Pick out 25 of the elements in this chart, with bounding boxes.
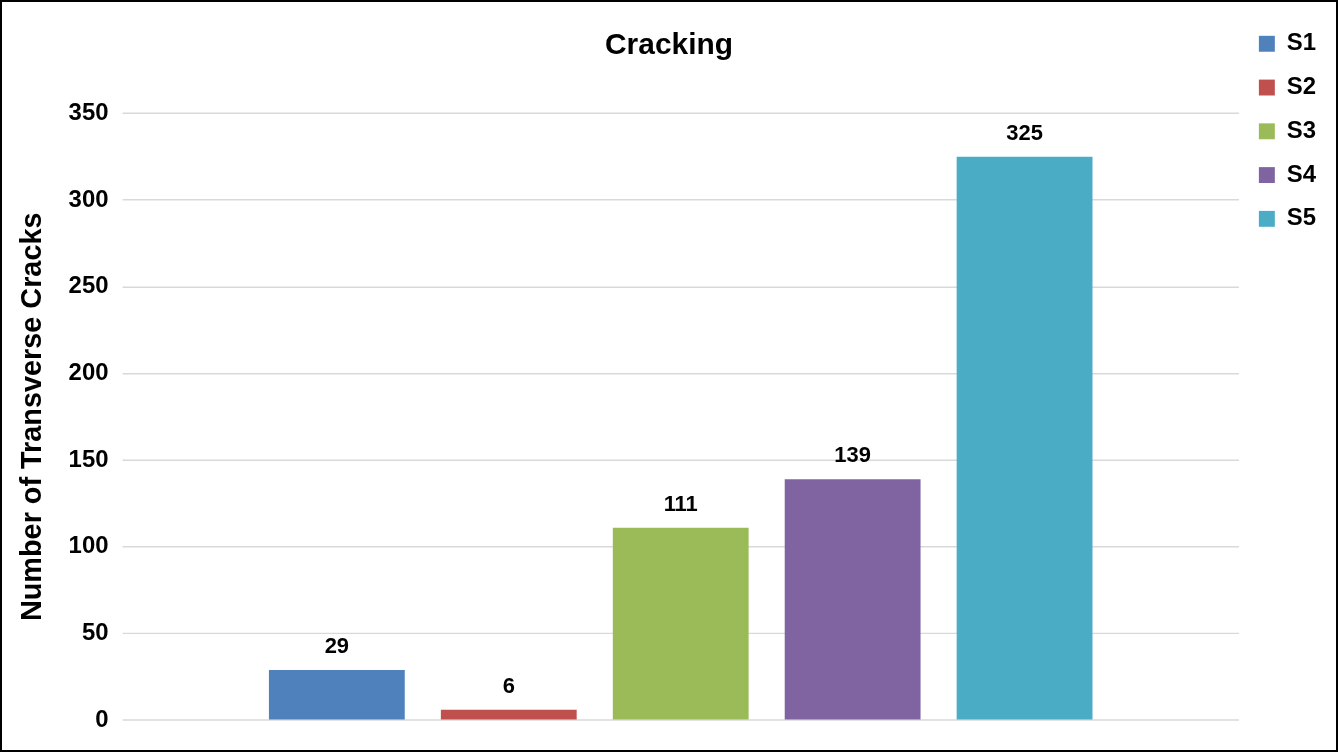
- chart-title: Cracking: [605, 27, 733, 60]
- bar: [612, 527, 749, 720]
- legend-label: S3: [1286, 115, 1317, 143]
- y-tick-label: 200: [68, 358, 109, 386]
- y-tick-label: 350: [68, 98, 109, 125]
- legend-label: S4: [1286, 159, 1317, 187]
- y-tick-label: 100: [68, 531, 109, 559]
- data-label: 111: [663, 490, 698, 516]
- y-tick-label: 150: [68, 444, 109, 472]
- legend-label: S5: [1286, 203, 1317, 231]
- legend-label: S1: [1286, 28, 1317, 56]
- data-label: 6: [502, 672, 515, 698]
- bar: [956, 156, 1093, 720]
- y-axis-title: Number of Transverse Cracks: [15, 212, 48, 622]
- data-label: 139: [834, 442, 871, 468]
- y-tick-label: 0: [95, 704, 109, 732]
- bar: [440, 709, 577, 720]
- data-label: 325: [1006, 119, 1043, 145]
- data-label: 29: [324, 633, 350, 659]
- y-tick-label: 250: [68, 271, 109, 299]
- y-tick-label: 300: [68, 184, 109, 212]
- bar: [784, 479, 921, 720]
- legend-label: S2: [1286, 72, 1317, 100]
- y-tick-label: 50: [81, 618, 109, 646]
- bar: [268, 669, 405, 720]
